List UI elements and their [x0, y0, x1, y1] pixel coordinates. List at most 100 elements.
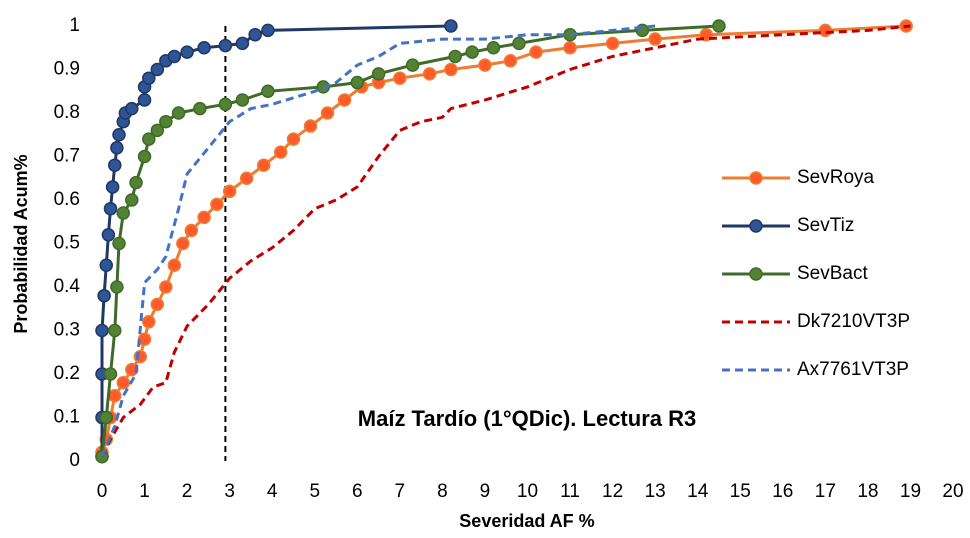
y-tick-label: 0: [69, 450, 80, 471]
data-point: [444, 19, 458, 33]
data-point: [184, 223, 199, 238]
data-point: [142, 315, 156, 329]
data-point: [129, 175, 143, 190]
x-tick-label: 14: [687, 481, 709, 502]
series-line: [100, 24, 656, 458]
legend-label: Ax7761VT3P: [797, 359, 909, 380]
data-point: [112, 236, 126, 251]
data-point: [176, 236, 190, 251]
data-point: [99, 258, 114, 272]
data-point: [222, 184, 237, 199]
data-point: [112, 128, 126, 142]
legend-label: SevRoya: [797, 167, 875, 188]
data-point: [159, 114, 173, 129]
x-tick-label: 12: [602, 481, 623, 502]
y-tick-label: 0.1: [54, 407, 80, 428]
y-tick-label: 0.8: [54, 102, 80, 123]
x-tick-label: 1: [139, 481, 150, 502]
x-tick-label: 13: [645, 481, 666, 502]
data-point: [256, 158, 271, 172]
x-tick-label: 5: [309, 481, 320, 502]
legend-marker: [749, 267, 763, 281]
series-line: [100, 24, 720, 457]
data-point: [193, 101, 207, 116]
data-point: [116, 375, 131, 390]
data-point: [503, 54, 518, 68]
x-tick-label: 19: [900, 481, 921, 502]
data-point: [95, 323, 109, 338]
data-point: [261, 84, 275, 98]
annotation: Maíz Tardío (1°QDic). Lectura R3: [358, 406, 696, 431]
data-point: [133, 349, 148, 364]
data-point: [478, 58, 492, 72]
data-point: [563, 41, 577, 55]
data-point: [235, 93, 250, 107]
data-point: [97, 288, 111, 303]
data-point: [167, 258, 182, 272]
data-point: [125, 101, 139, 116]
data-point: [108, 158, 122, 172]
x-tick-label: 8: [437, 481, 448, 502]
data-point: [103, 367, 118, 381]
x-tick-label: 2: [182, 481, 193, 502]
data-point: [261, 23, 275, 38]
data-point: [444, 62, 458, 77]
data-point: [465, 45, 479, 59]
data-point: [818, 23, 833, 38]
x-tick-label: 10: [517, 481, 538, 502]
data-point: [605, 36, 620, 51]
legend-label: SevBact: [797, 263, 868, 284]
data-point: [273, 145, 288, 159]
series-line: [100, 24, 911, 458]
data-point: [108, 323, 122, 338]
data-point: [320, 106, 335, 120]
data-point: [142, 132, 156, 146]
series-line: [100, 24, 907, 453]
x-tick-label: 17: [815, 481, 836, 502]
legend-marker: [749, 171, 763, 185]
x-tick-label: 16: [772, 481, 793, 502]
data-point: [239, 171, 254, 185]
data-point: [150, 62, 165, 77]
x-tick-label: 0: [97, 481, 108, 502]
data-point: [125, 193, 139, 207]
data-point: [110, 141, 124, 155]
data-point: [150, 123, 165, 138]
x-tick-label: 11: [560, 481, 580, 502]
y-tick-label: 0.3: [54, 320, 80, 341]
data-point: [167, 49, 182, 64]
y-tick-label: 0.5: [54, 233, 80, 254]
data-point: [303, 119, 318, 133]
data-point: [105, 180, 120, 194]
data-point: [218, 38, 233, 53]
data-point: [197, 210, 211, 225]
data-point: [448, 49, 462, 64]
data-point: [235, 36, 250, 51]
data-point: [137, 93, 152, 107]
legend-label: Dk7210VT3P: [797, 311, 910, 332]
data-point: [103, 201, 118, 216]
y-tick-label: 0.6: [54, 189, 80, 210]
data-point: [99, 410, 114, 425]
data-point: [218, 97, 233, 112]
data-point: [337, 93, 352, 107]
data-point: [142, 71, 156, 85]
data-point: [171, 106, 186, 120]
data-point: [486, 41, 501, 55]
x-tick-label: 4: [267, 481, 278, 502]
data-point: [210, 197, 224, 212]
y-tick-label: 0.9: [54, 59, 80, 80]
x-axis-title: Severidad AF %: [459, 511, 594, 531]
x-tick-label: 20: [942, 481, 963, 502]
legend-label: SevTiz: [797, 215, 854, 236]
data-point: [712, 19, 726, 33]
x-tick-label: 9: [480, 481, 491, 502]
data-point: [159, 280, 173, 294]
x-tick-label: 6: [352, 481, 363, 502]
data-point: [101, 228, 116, 242]
data-point: [95, 449, 109, 464]
data-point: [393, 71, 407, 85]
data-point: [422, 67, 437, 81]
y-tick-label: 0.7: [54, 146, 80, 167]
